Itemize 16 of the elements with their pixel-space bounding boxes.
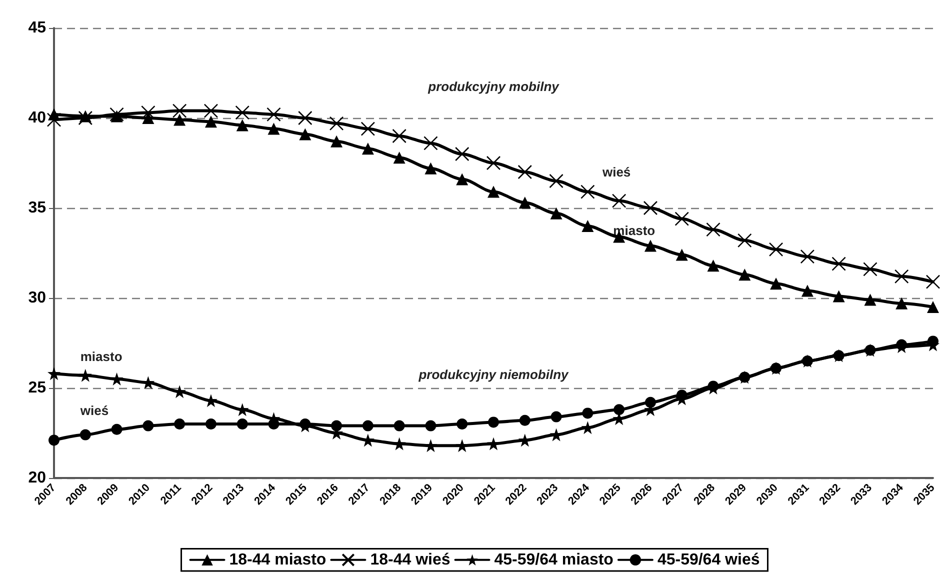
annotation: miasto (613, 223, 656, 238)
y-tick-label: 25 (28, 380, 46, 396)
y-tick-label: 20 (28, 470, 46, 486)
legend-label: 18-44 miasto (229, 551, 326, 568)
y-tick-label: 35 (28, 200, 46, 216)
y-tick-label: 30 (28, 290, 46, 306)
y-tick-label: 45 (28, 20, 46, 36)
annotation: wieś (79, 403, 109, 418)
annotation: produkcyjny mobilny (427, 79, 560, 94)
legend-label: 45-59/64 wieś (657, 551, 760, 568)
annotation: wieś (601, 164, 631, 180)
legend-label: 18-44 wieś (370, 551, 450, 568)
annotation: miasto (80, 349, 122, 364)
y-tick-label: 40 (28, 110, 46, 126)
annotation: produkcyjny niemobilny (418, 367, 570, 382)
legend-label: 45-59/64 miasto (494, 551, 614, 568)
